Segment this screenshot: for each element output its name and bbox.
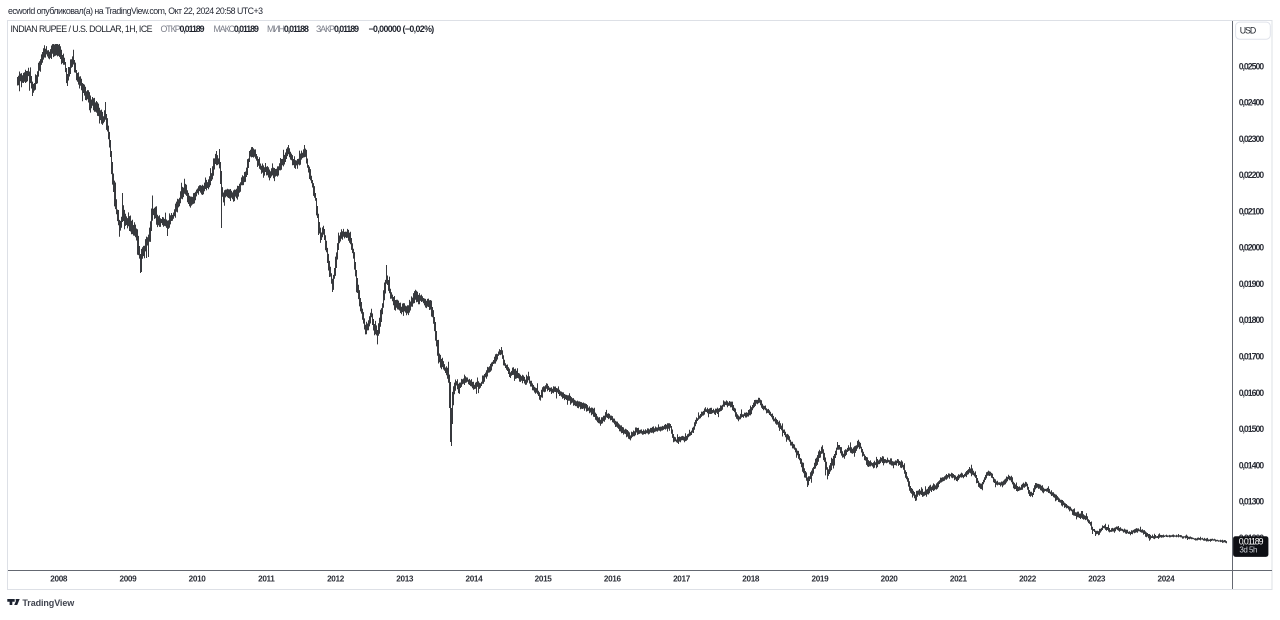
svg-text:МИН0,01188: МИН0,01188 bbox=[267, 24, 309, 34]
svg-text:0,02100: 0,02100 bbox=[1239, 206, 1265, 216]
svg-text:2021: 2021 bbox=[950, 574, 968, 583]
svg-text:USD: USD bbox=[1240, 25, 1256, 35]
svg-text:0,02500: 0,02500 bbox=[1239, 61, 1265, 71]
svg-text:2023: 2023 bbox=[1088, 574, 1106, 583]
svg-text:2015: 2015 bbox=[535, 574, 553, 583]
svg-text:2017: 2017 bbox=[673, 574, 691, 583]
svg-text:TradingView: TradingView bbox=[22, 598, 75, 608]
svg-text:ОТКР0,01189: ОТКР0,01189 bbox=[161, 24, 205, 34]
svg-text:0,01600: 0,01600 bbox=[1239, 388, 1265, 398]
svg-text:2020: 2020 bbox=[881, 574, 899, 583]
svg-text:2022: 2022 bbox=[1019, 574, 1037, 583]
svg-text:2009: 2009 bbox=[119, 574, 137, 583]
svg-text:ecworld опубликовал(а) на Trad: ecworld опубликовал(а) на TradingView.co… bbox=[8, 6, 263, 16]
svg-text:0,01900: 0,01900 bbox=[1239, 279, 1265, 289]
svg-text:0,01300: 0,01300 bbox=[1239, 497, 1265, 507]
svg-text:0,01800: 0,01800 bbox=[1239, 315, 1265, 325]
svg-text:2010: 2010 bbox=[189, 574, 207, 583]
svg-text:2024: 2024 bbox=[1157, 574, 1175, 583]
svg-text:ЗАКР0,01189: ЗАКР0,01189 bbox=[316, 24, 359, 34]
svg-text:−0,00000 (−0,02%): −0,00000 (−0,02%) bbox=[369, 24, 435, 34]
svg-text:2011: 2011 bbox=[258, 574, 275, 583]
svg-text:0,02200: 0,02200 bbox=[1239, 170, 1265, 180]
svg-text:3d 5h: 3d 5h bbox=[1239, 546, 1257, 555]
svg-text:2008: 2008 bbox=[50, 574, 68, 583]
svg-text:2014: 2014 bbox=[465, 574, 483, 583]
svg-text:0,02000: 0,02000 bbox=[1239, 243, 1265, 253]
svg-text:МАКС0,01189: МАКС0,01189 bbox=[214, 24, 259, 34]
svg-text:2013: 2013 bbox=[396, 574, 414, 583]
svg-text:0,01189: 0,01189 bbox=[1239, 537, 1264, 547]
svg-text:2012: 2012 bbox=[327, 574, 345, 583]
svg-text:2019: 2019 bbox=[811, 574, 829, 583]
svg-text:0,02300: 0,02300 bbox=[1239, 134, 1265, 144]
svg-text:0,02400: 0,02400 bbox=[1239, 98, 1265, 108]
svg-text:2018: 2018 bbox=[742, 574, 760, 583]
svg-text:0,01500: 0,01500 bbox=[1239, 424, 1265, 434]
svg-text:0,01700: 0,01700 bbox=[1239, 352, 1265, 362]
svg-text:INDIAN RUPEE / U.S. DOLLAR, 1H: INDIAN RUPEE / U.S. DOLLAR, 1H, ICE bbox=[11, 24, 153, 34]
svg-text:0,01400: 0,01400 bbox=[1239, 460, 1265, 470]
svg-text:2016: 2016 bbox=[604, 574, 622, 583]
